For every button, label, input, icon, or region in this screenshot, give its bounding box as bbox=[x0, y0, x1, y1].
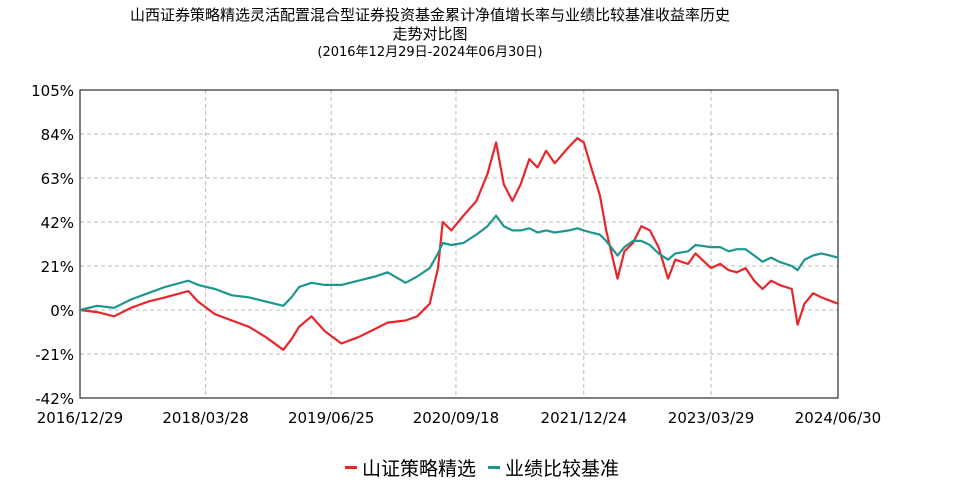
y-tick-label: 0% bbox=[50, 302, 74, 320]
y-tick-label: 42% bbox=[41, 214, 74, 232]
y-tick-label: -21% bbox=[35, 346, 74, 364]
y-tick-label: 105% bbox=[31, 82, 74, 100]
legend-label: 山证策略精选 bbox=[361, 458, 476, 480]
y-tick-label: -42% bbox=[35, 390, 74, 408]
y-tick-label: 84% bbox=[41, 126, 74, 144]
legend: 山证策略精选 业绩比较基准 bbox=[0, 454, 964, 481]
legend-swatch bbox=[344, 466, 357, 469]
y-tick-label: 21% bbox=[41, 258, 74, 276]
x-tick-label: 2024/06/30 bbox=[795, 409, 881, 427]
line-chart: 105% 84% 63% 42% 21% 0% -21% -42%2016/12/29 2018… bbox=[31, 82, 881, 427]
y-tick-label: 63% bbox=[41, 170, 74, 188]
legend-swatch bbox=[488, 466, 500, 469]
legend-item-1: 山证策略精选 bbox=[344, 454, 476, 481]
series-line-1 bbox=[78, 137, 840, 351]
chart-subtitle: (2016年12月29日-2024年06月30日) bbox=[317, 45, 543, 60]
x-tick-label: 2023/03/29 bbox=[668, 409, 754, 427]
legend-label: 业绩比较基准 bbox=[505, 458, 620, 480]
chart-title-line1: 山西证券策略精选灵活配置混合型证券投资基金累计净值增长率与业绩比较基准收益率历史 bbox=[129, 6, 730, 24]
legend-item-2: 业绩比较基准 bbox=[488, 454, 619, 481]
x-tick-label: 2021/12/24 bbox=[541, 409, 627, 427]
x-tick-label: 2020/09/18 bbox=[413, 409, 499, 427]
x-tick-label: 2019/06/25 bbox=[288, 409, 374, 427]
plot-area-border bbox=[79, 89, 839, 399]
chart-title-line2: 走势对比图 bbox=[392, 25, 468, 43]
x-tick-label: 2018/03/28 bbox=[162, 409, 248, 427]
x-tick-label: 2016/12/29 bbox=[37, 409, 123, 427]
chart-title: 山西证券策略精选灵活配置混合型证券投资基金累计净值增长率与业绩比较基准收益率历史… bbox=[0, 6, 860, 44]
series-line-2 bbox=[78, 214, 840, 312]
